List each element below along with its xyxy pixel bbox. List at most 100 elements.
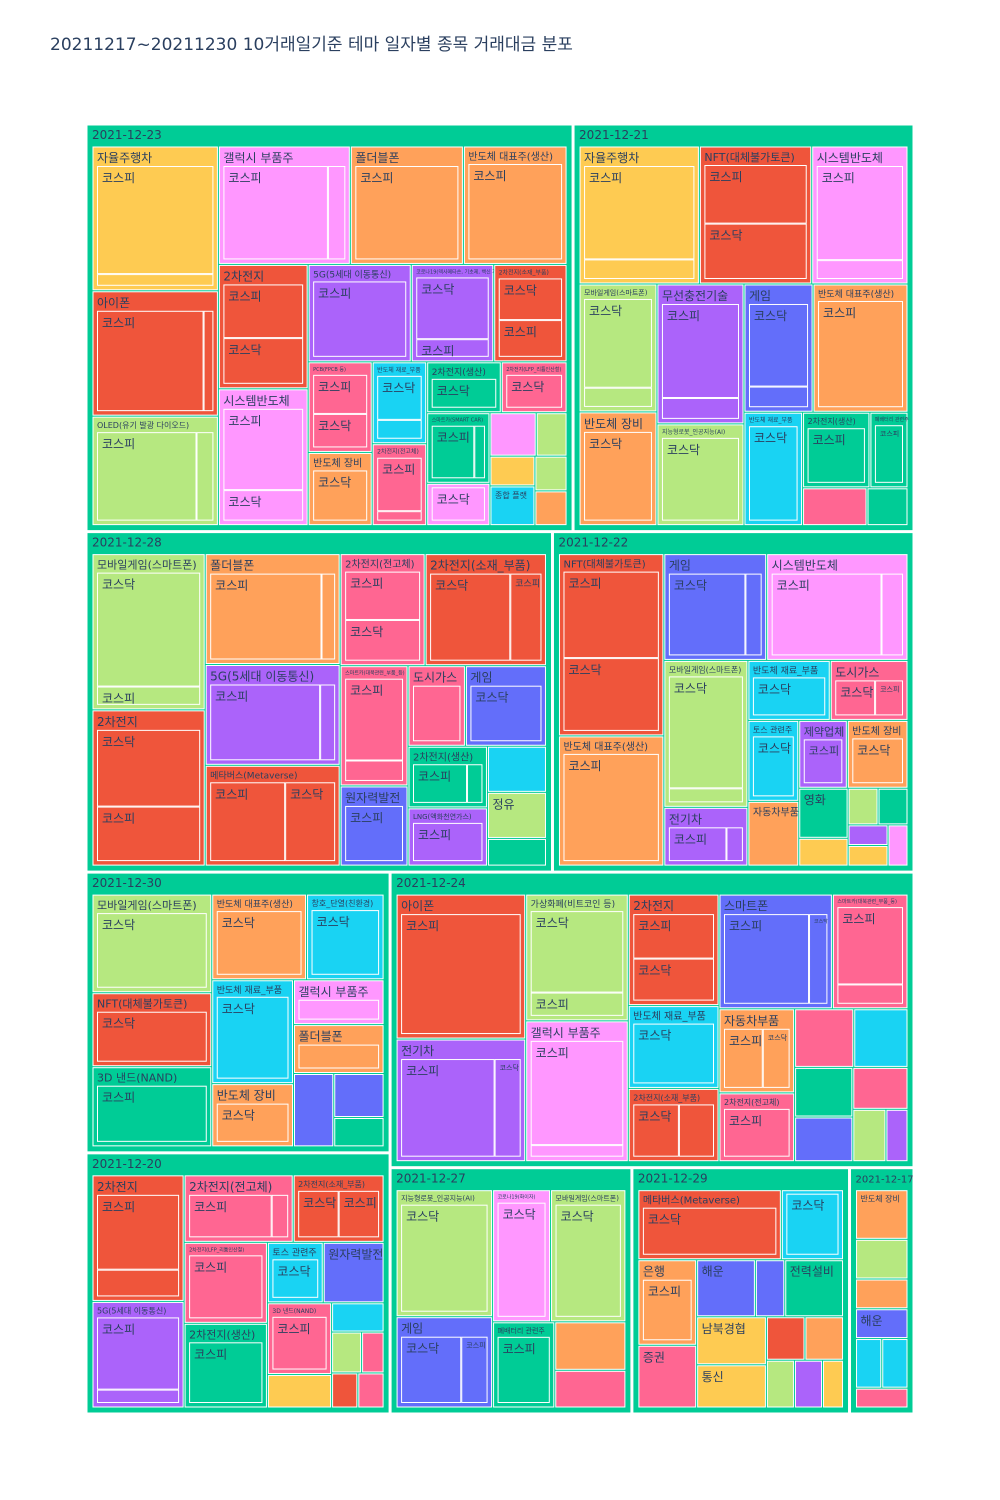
- market-tile[interactable]: [474, 425, 485, 479]
- theme-tile[interactable]: [334, 1118, 384, 1147]
- theme-tile[interactable]: 5G(5세대 이동통신) 코스피: [92, 1301, 184, 1408]
- theme-tile[interactable]: 2차전지(전고체) 코스피: [184, 1175, 293, 1242]
- market-tile[interactable]: 코스닥: [555, 1204, 621, 1317]
- theme-tile[interactable]: [766, 1360, 794, 1408]
- day-tile[interactable]: 2021-12-28모바일게임(스마트폰)코스닥코스피2차전지코스닥코스피폴더블…: [86, 532, 552, 872]
- market-tile[interactable]: 코스닥: [633, 1104, 679, 1157]
- theme-tile[interactable]: [755, 1260, 785, 1317]
- theme-tile[interactable]: [886, 1109, 908, 1162]
- market-tile[interactable]: [661, 397, 739, 419]
- market-tile[interactable]: 코스닥: [852, 738, 903, 784]
- market-tile[interactable]: 코스피: [584, 166, 695, 260]
- theme-tile[interactable]: [490, 456, 535, 486]
- theme-tile[interactable]: 지능형로봇_인공지능(AI) 코스닥: [396, 1190, 493, 1317]
- market-tile[interactable]: 코스피: [413, 764, 468, 803]
- market-tile[interactable]: 코스닥: [584, 298, 652, 388]
- market-tile[interactable]: 코스피: [633, 914, 715, 959]
- theme-tile[interactable]: 모바일게임(스마트폰) 코스닥: [92, 894, 212, 993]
- theme-tile[interactable]: 3D 낸드(NAND) 코스피: [267, 1303, 332, 1375]
- market-tile[interactable]: 코스닥: [752, 677, 826, 716]
- market-tile[interactable]: [584, 259, 695, 279]
- market-tile[interactable]: 코스닥: [563, 658, 659, 731]
- theme-tile[interactable]: [487, 746, 546, 792]
- market-tile[interactable]: 코스닥: [345, 619, 421, 661]
- market-tile[interactable]: 코스피: [874, 425, 903, 483]
- theme-tile[interactable]: 반도체 대표주(생산) 코스피: [813, 284, 908, 412]
- market-tile[interactable]: 코스피: [875, 680, 903, 716]
- market-tile[interactable]: 코스피: [642, 1279, 692, 1341]
- market-tile[interactable]: 코스닥: [401, 1204, 488, 1312]
- theme-tile[interactable]: OLED(유기 발광 다이오드) 코스피: [92, 416, 218, 526]
- theme-tile[interactable]: [848, 845, 888, 866]
- theme-tile[interactable]: 도시가스: [408, 666, 465, 746]
- market-tile[interactable]: [298, 999, 380, 1020]
- market-tile[interactable]: 코스피: [272, 1316, 327, 1370]
- market-tile[interactable]: 코스피: [223, 408, 304, 491]
- market-tile[interactable]: 코스피: [97, 1194, 180, 1270]
- market-tile[interactable]: 코스닥: [633, 958, 715, 1001]
- market-tile[interactable]: [584, 387, 652, 407]
- market-tile[interactable]: 코스닥: [809, 914, 829, 1004]
- market-tile[interactable]: [881, 573, 903, 656]
- theme-tile[interactable]: 폴더블폰: [294, 1025, 384, 1073]
- market-tile[interactable]: 코스피: [223, 166, 328, 260]
- theme-tile[interactable]: [853, 1067, 908, 1109]
- market-tile[interactable]: 코스피: [97, 166, 214, 275]
- theme-tile[interactable]: [799, 838, 848, 866]
- theme-tile[interactable]: 코로나19(화이자) 코스닥: [493, 1190, 551, 1322]
- theme-tile[interactable]: [555, 1370, 626, 1408]
- market-tile[interactable]: 코스닥: [313, 413, 368, 448]
- theme-tile[interactable]: [267, 1375, 332, 1408]
- theme-tile[interactable]: [848, 825, 888, 845]
- theme-tile[interactable]: 남북경협: [697, 1317, 766, 1365]
- theme-tile[interactable]: [822, 1360, 844, 1408]
- market-tile[interactable]: 코스피: [97, 806, 201, 862]
- theme-tile[interactable]: 메타버스(Metaverse) 코스닥: [638, 1190, 781, 1260]
- theme-tile[interactable]: 영화: [799, 788, 848, 838]
- theme-tile[interactable]: 2차전지(생산) 코스닥: [427, 362, 501, 413]
- market-tile[interactable]: 코스피: [803, 739, 843, 784]
- market-tile[interactable]: [467, 764, 483, 803]
- theme-tile[interactable]: [362, 1332, 384, 1373]
- market-tile[interactable]: 코스피: [223, 284, 304, 339]
- market-tile[interactable]: [97, 274, 214, 286]
- market-tile[interactable]: 코스피: [563, 571, 659, 659]
- theme-tile[interactable]: [795, 1009, 854, 1067]
- market-tile[interactable]: 코스닥: [311, 910, 380, 975]
- theme-tile[interactable]: [856, 1239, 908, 1279]
- theme-tile[interactable]: [294, 1073, 334, 1147]
- market-tile[interactable]: [745, 573, 762, 656]
- market-tile[interactable]: [678, 1104, 715, 1157]
- theme-tile[interactable]: 지능형로봇_인공지능(AI) 코스닥: [657, 424, 744, 526]
- theme-tile[interactable]: 스마트카(대북관련_부품_등) 코스피: [832, 894, 908, 1009]
- theme-tile[interactable]: [535, 491, 567, 526]
- market-tile[interactable]: 코스피: [97, 686, 201, 706]
- theme-tile[interactable]: 모바일게임(스마트폰) 코스닥: [579, 284, 657, 412]
- theme-tile[interactable]: [878, 788, 908, 825]
- market-tile[interactable]: 코스피: [818, 300, 903, 408]
- theme-tile[interactable]: 2차전지(생산) 코스피: [408, 746, 487, 808]
- market-tile[interactable]: 코스닥: [431, 487, 485, 521]
- theme-tile[interactable]: 2차전지(생산) 코스피: [184, 1323, 267, 1408]
- theme-tile[interactable]: [490, 413, 536, 456]
- theme-tile[interactable]: 5G(5세대 이동통신) 코스피: [308, 264, 411, 362]
- market-tile[interactable]: 코스닥: [223, 490, 304, 521]
- market-tile[interactable]: 코스닥: [470, 685, 542, 742]
